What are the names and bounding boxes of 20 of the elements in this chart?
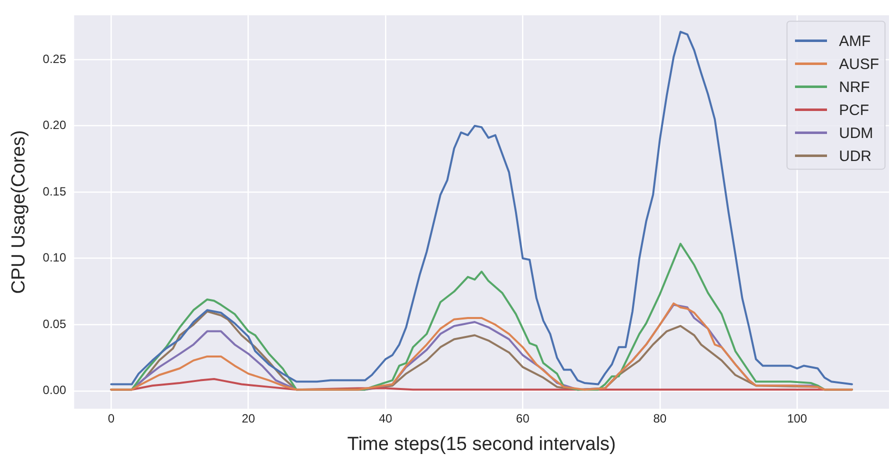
x-tick-label: 60 xyxy=(516,411,530,426)
x-tick-label: 0 xyxy=(108,411,115,426)
y-tick-label: 0.25 xyxy=(42,52,66,66)
x-axis-title: Time steps(15 second intervals) xyxy=(347,434,616,455)
legend-label: PCF xyxy=(838,102,869,119)
y-tick-label: 0.15 xyxy=(42,184,66,198)
legend-label: NRF xyxy=(838,78,870,96)
y-axis-title: CPU Usage(Cores) xyxy=(8,130,30,294)
x-tick-label: 80 xyxy=(653,411,667,426)
legend-label: AUSF xyxy=(838,56,880,73)
legend-label: AMF xyxy=(838,32,871,50)
x-tick-label: 20 xyxy=(242,411,256,426)
x-tick-label: 40 xyxy=(378,411,393,426)
legend-label: UDR xyxy=(838,148,872,165)
y-tick-label: 0.00 xyxy=(42,383,66,398)
x-tick-label: 100 xyxy=(787,411,808,426)
y-tick-label: 0.10 xyxy=(42,250,66,265)
y-tick-label: 0.05 xyxy=(42,316,66,331)
legend-label: UDM xyxy=(838,124,874,142)
y-tick-label: 0.20 xyxy=(42,118,66,132)
